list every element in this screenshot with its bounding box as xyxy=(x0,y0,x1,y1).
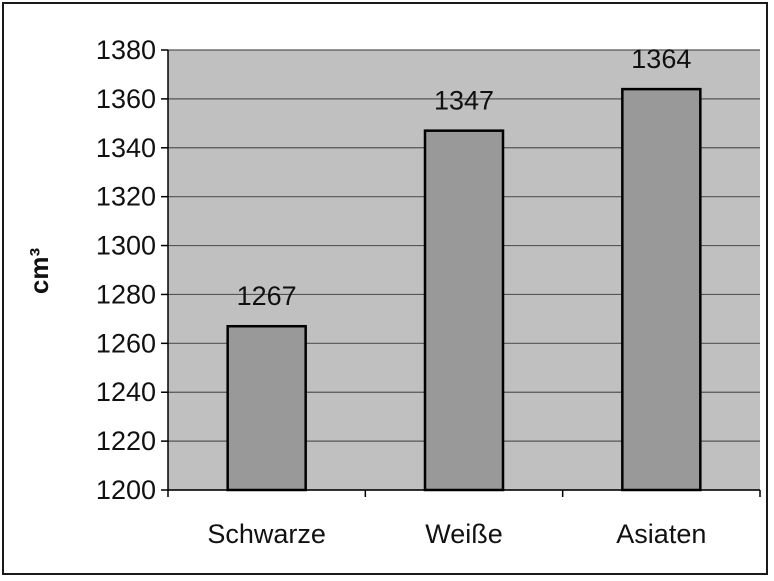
x-category-label: Asiaten xyxy=(616,519,706,549)
bar-asiaten xyxy=(621,87,702,492)
y-axis-tick-labels: 1200 1220 1240 1260 1280 1300 1320 1340 1360 1380 xyxy=(96,35,156,505)
bars xyxy=(226,87,702,492)
y-tick-label: 1240 xyxy=(96,377,156,407)
y-tick-label: 1320 xyxy=(96,182,156,212)
x-category-label: Weiße xyxy=(425,519,503,549)
y-tick-label: 1260 xyxy=(96,328,156,358)
y-tick-label: 1280 xyxy=(96,279,156,309)
data-label: 1267 xyxy=(237,281,297,311)
y-tick-label: 1360 xyxy=(96,84,156,114)
y-tick-label: 1380 xyxy=(96,35,156,65)
x-axis-category-labels: Schwarze Weiße Asiaten xyxy=(207,519,706,549)
bar-weiße xyxy=(423,129,505,492)
data-label: 1364 xyxy=(631,44,691,74)
y-tick-label: 1220 xyxy=(96,426,156,456)
data-label: 1347 xyxy=(434,86,494,116)
y-tick-label: 1340 xyxy=(96,133,156,163)
y-tick-label: 1200 xyxy=(96,475,156,505)
x-category-label: Schwarze xyxy=(207,519,326,549)
y-tick-label: 1300 xyxy=(96,231,156,261)
y-axis-title: cm³ xyxy=(24,248,54,295)
bar-schwarze xyxy=(226,324,307,492)
data-labels: 1267 1347 1364 xyxy=(237,44,692,311)
